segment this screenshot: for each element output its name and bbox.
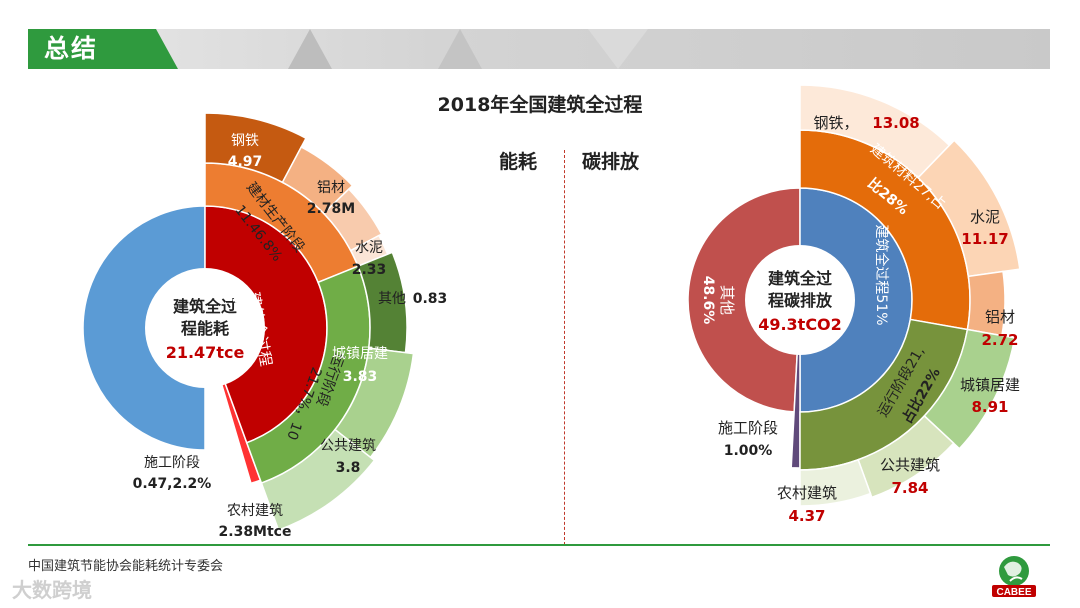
carbon-center-hole	[745, 245, 855, 355]
energy-center-label: 程能耗	[181, 319, 229, 338]
energy-rural-value: 2.38Mtce	[219, 524, 292, 540]
subtitle-energy: 能耗	[499, 151, 538, 173]
carbon-steel-value: 13.08	[872, 114, 919, 132]
energy-sector-other	[82, 205, 206, 451]
energy-center-hole	[145, 268, 265, 388]
energy-urban-value: 3.83	[343, 369, 378, 385]
header-decoration	[588, 29, 648, 69]
header-bar	[28, 29, 1050, 69]
carbon-sector-other	[687, 187, 801, 413]
carbon-aluminum-label: 铝材	[985, 308, 1015, 326]
energy-construction-value: 0.47,2.2%	[133, 476, 212, 492]
energy-other-label: 其他	[378, 291, 406, 307]
carbon-cement-label: 水泥	[970, 208, 1000, 226]
carbon-center-label: 建筑全过	[768, 269, 832, 288]
source-note: 中国建筑节能协会能耗统计专委会	[28, 559, 224, 574]
carbon-urban-value: 8.91	[971, 398, 1008, 416]
energy-center-label: 建筑全过	[173, 297, 237, 316]
subtitle-carbon: 碳排放	[582, 151, 640, 173]
svg-text:CABEE: CABEE	[996, 587, 1031, 598]
page-title: 总结	[44, 34, 99, 63]
carbon-construction-value: 1.00%	[724, 443, 773, 459]
carbon-other-label: 其他	[718, 285, 736, 315]
energy-rural-label: 农村建筑	[227, 503, 283, 519]
header-tab	[28, 29, 178, 69]
carbon-rural-label: 农村建筑	[777, 484, 837, 502]
watermark: 大数跨境	[12, 578, 92, 602]
energy-cement-label: 水泥	[355, 240, 383, 256]
divider-line	[564, 150, 565, 545]
energy-aluminum-value: 2.78M	[307, 201, 355, 217]
energy-public-label: 公共建筑	[320, 438, 376, 454]
carbon-center-value: 49.3tCO2	[758, 315, 842, 334]
energy-center-value: 21.47tce	[166, 343, 245, 362]
footer-divider	[28, 544, 1050, 546]
carbon-center-label: 程碳排放	[768, 291, 833, 310]
carbon-public-label: 公共建筑	[880, 456, 940, 474]
carbon-cement-value: 11.17	[961, 230, 1008, 248]
carbon-outer-rural-building	[799, 458, 872, 507]
carbon-whole-process-label: 建筑全过程51%	[873, 224, 890, 325]
carbon-other-share: 48.6%	[700, 276, 716, 325]
energy-public-value: 3.8	[336, 460, 361, 476]
energy-steel-label: 钢铁	[231, 133, 259, 149]
carbon-steel-label: 钢铁，	[813, 114, 858, 132]
carbon-urban-label: 城镇居建	[960, 376, 1020, 394]
energy-outer-rural-building	[260, 428, 376, 531]
cabee-logo: CABEE	[992, 556, 1036, 598]
carbon-construction-label: 施工阶段	[718, 419, 778, 437]
energy-cement-value: 2.33	[352, 262, 387, 278]
energy-urban-label: 城镇居建	[332, 346, 388, 362]
energy-construction-label: 施工阶段	[144, 455, 200, 471]
chart-main-title: 2018年全国建筑全过程	[437, 94, 643, 116]
carbon-rural-value: 4.37	[788, 507, 825, 525]
carbon-public-value: 7.84	[891, 479, 928, 497]
header-decoration	[438, 29, 482, 69]
carbon-aluminum-value: 2.72	[981, 331, 1018, 349]
energy-steel-value: 4.97	[228, 154, 263, 170]
energy-aluminum-label: 铝材	[317, 180, 345, 196]
header-decoration	[288, 29, 332, 69]
energy-other-value: 0.83	[413, 291, 448, 307]
